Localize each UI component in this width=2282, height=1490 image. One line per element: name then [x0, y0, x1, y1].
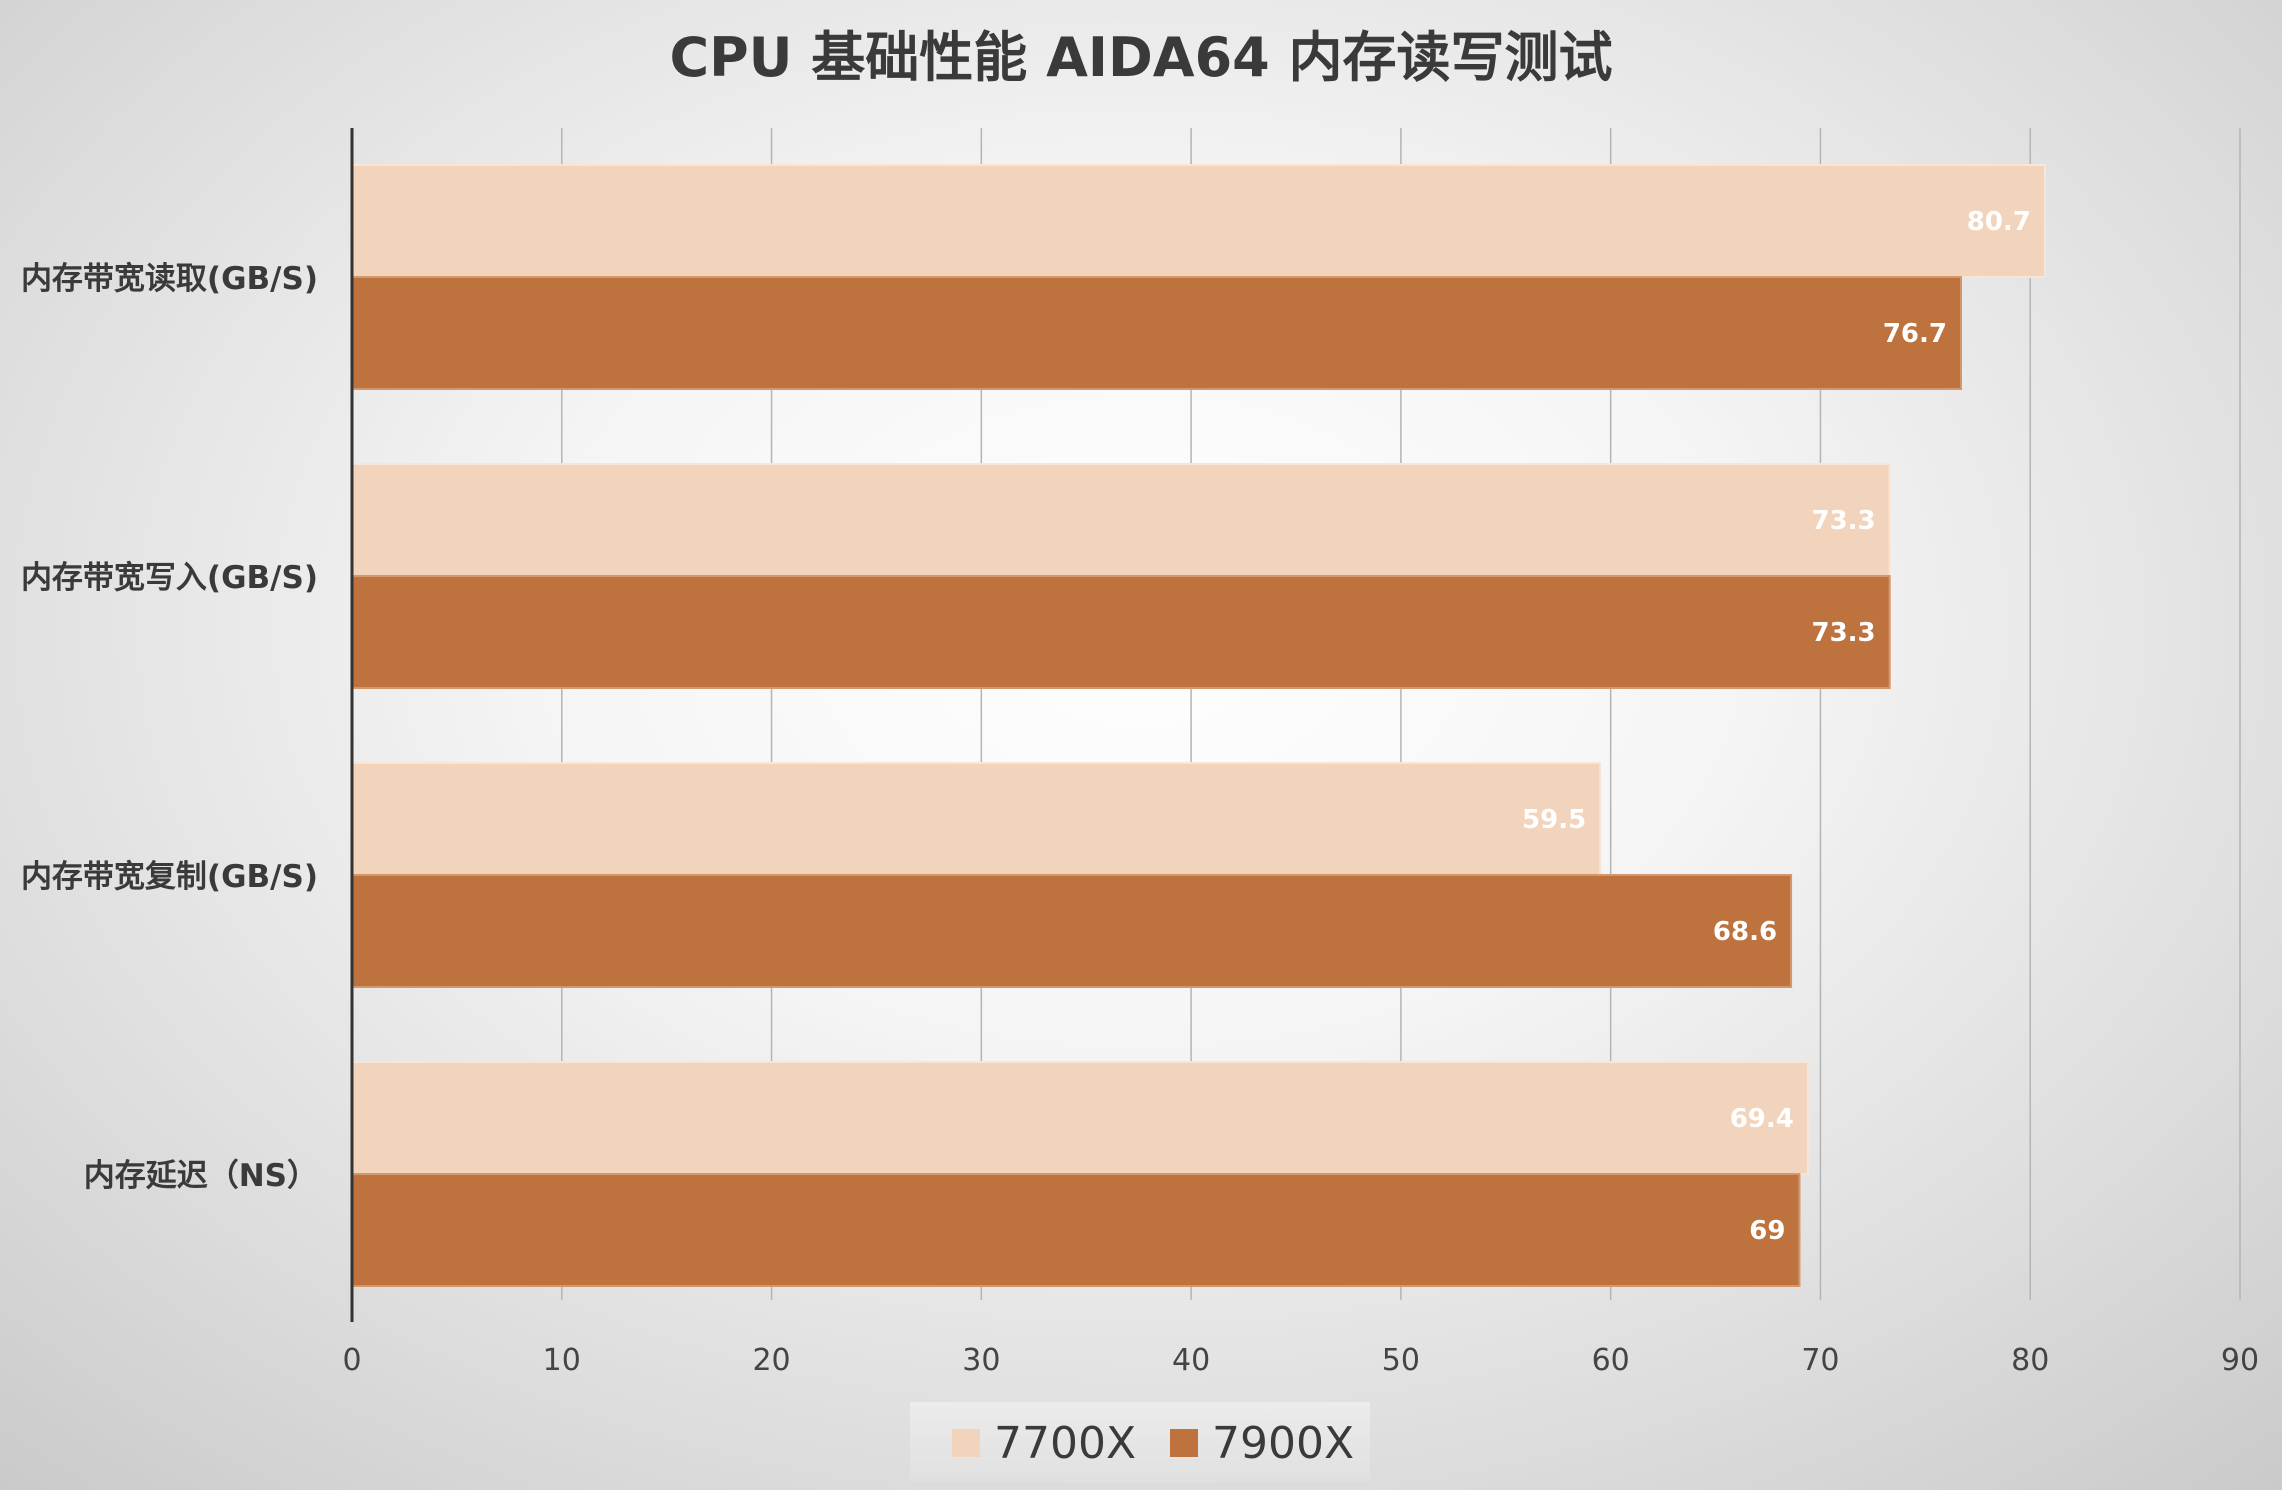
data-label: 59.5	[1522, 805, 1586, 835]
bar-7900x	[351, 575, 1891, 689]
data-label: 69.4	[1730, 1104, 1794, 1134]
bar-7900x	[351, 1173, 1801, 1287]
bar-7900x	[351, 874, 1793, 988]
legend-swatch-7900x	[1170, 1429, 1198, 1457]
data-label: 80.7	[1967, 207, 2031, 237]
x-tick-label: 20	[752, 1343, 790, 1378]
bars: 80.7 76.7 73.3 73.3 59.5 68.6 69.4 69	[351, 164, 2046, 1287]
bar-7700x	[351, 463, 1891, 577]
y-category-label: 内存延迟（NS）	[84, 1158, 318, 1194]
x-tick-label: 80	[2011, 1343, 2049, 1378]
legend-label-7700x: 7700X	[994, 1418, 1136, 1469]
data-label: 76.7	[1883, 319, 1947, 349]
bar-7700x	[351, 164, 2046, 278]
x-tick-label: 50	[1382, 1343, 1420, 1378]
legend-swatch-7700x	[952, 1429, 980, 1457]
legend-label-7900x: 7900X	[1212, 1418, 1354, 1469]
data-label: 73.3	[1812, 618, 1876, 648]
y-category-label: 内存带宽复制(GB/S)	[21, 859, 318, 895]
data-label: 69	[1749, 1216, 1785, 1246]
bar-7700x	[351, 1061, 1809, 1175]
bar-7900x	[351, 276, 1962, 390]
x-tick-label: 70	[1801, 1343, 1839, 1378]
chart-title: CPU 基础性能 AIDA64 内存读写测试	[669, 26, 1612, 89]
x-tick-label: 30	[962, 1343, 1000, 1378]
data-label: 73.3	[1812, 506, 1876, 536]
y-category-label: 内存带宽写入(GB/S)	[21, 560, 318, 596]
x-tick-label: 10	[543, 1343, 581, 1378]
x-tick-label: 40	[1172, 1343, 1210, 1378]
axes: 0 10 20 30 40 50 60 70 80 90 内存带宽读取(GB/S) 内存带宽写入(GB…	[21, 128, 2259, 1378]
legend-box	[910, 1402, 1370, 1482]
bar-7700x	[351, 762, 1602, 876]
x-tick-label: 90	[2221, 1343, 2259, 1378]
y-category-label: 内存带宽读取(GB/S)	[21, 261, 318, 297]
x-tick-label: 0	[342, 1343, 361, 1378]
data-label: 68.6	[1713, 917, 1777, 947]
x-tick-label: 60	[1592, 1343, 1630, 1378]
legend: 7700X 7900X	[910, 1402, 1370, 1482]
